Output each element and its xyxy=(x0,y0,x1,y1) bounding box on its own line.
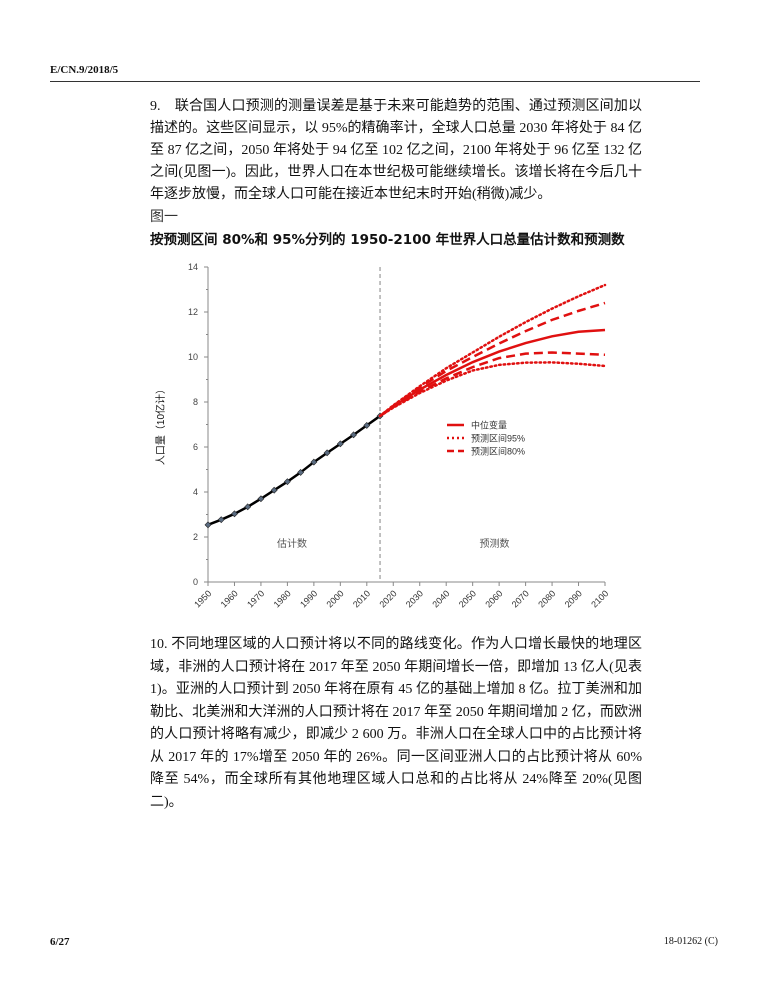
y-tick-label: 14 xyxy=(188,262,198,272)
estimate-point xyxy=(363,421,371,429)
projections-region-label: 预测数 xyxy=(480,537,510,550)
estimate-point xyxy=(257,495,265,503)
estimate-point xyxy=(350,431,357,439)
y-tick-label: 4 xyxy=(193,487,198,497)
x-tick-label: 1990 xyxy=(298,588,319,609)
y-tick-label: 8 xyxy=(193,397,198,407)
projection-line-dashed-lower xyxy=(379,351,606,417)
x-tick-label: 2080 xyxy=(536,588,557,609)
y-tick-label: 2 xyxy=(193,532,198,542)
y-axis-label: 人口量（10亿计） xyxy=(154,384,167,465)
estimates-region-label: 估计数 xyxy=(277,537,307,550)
projection-line-dotted-upper xyxy=(378,283,607,418)
estimate-point xyxy=(297,469,305,476)
estimate-point xyxy=(270,486,278,494)
estimate-point xyxy=(283,478,291,486)
x-tick-label: 2090 xyxy=(563,588,584,609)
x-tick-label: 2050 xyxy=(457,588,478,609)
x-tick-label: 1950 xyxy=(192,588,213,609)
x-tick-label: 2000 xyxy=(325,588,346,609)
estimate-point xyxy=(231,510,238,518)
x-tick-label: 2020 xyxy=(377,588,398,609)
x-tick-label: 2070 xyxy=(510,588,531,609)
x-tick-label: 2010 xyxy=(351,588,372,609)
legend-label: 预测区间80% xyxy=(471,446,525,457)
estimate-point xyxy=(323,449,331,457)
figure-label: 图一 xyxy=(150,210,178,225)
paragraph-9: 9. 联合国人口预测的测量误差是基于未来可能趋势的范围、通过预测区间加以描述的。… xyxy=(150,99,642,202)
estimate-point xyxy=(204,521,212,529)
x-tick-label: 1980 xyxy=(272,588,293,609)
estimate-point xyxy=(336,440,344,448)
estimate-point xyxy=(217,516,225,524)
y-tick-label: 12 xyxy=(188,307,198,317)
x-tick-label: 2100 xyxy=(589,588,610,609)
paragraph-10: 10. 不同地理区域的人口预计将以不同的路线变化。作为人口增长最快的地理区域，非… xyxy=(150,637,642,810)
legend-label: 预测区间95% xyxy=(471,433,525,444)
legend-label: 中位变量 xyxy=(471,420,507,431)
document-number: 18-01262 (C) xyxy=(663,936,718,947)
y-tick-label: 0 xyxy=(193,577,198,587)
estimate-point xyxy=(310,458,318,466)
x-tick-label: 1970 xyxy=(245,588,266,609)
x-tick-label: 2060 xyxy=(483,588,504,609)
projection-line-dashed-upper xyxy=(379,301,606,417)
y-tick-label: 6 xyxy=(193,442,198,452)
x-tick-label: 2040 xyxy=(430,588,451,609)
x-tick-label: 2030 xyxy=(404,588,425,609)
page-number: 6/27 xyxy=(50,936,70,948)
document-symbol: E/CN.9/2018/5 xyxy=(50,64,119,76)
y-tick-label: 10 xyxy=(188,352,198,362)
projection-line-dotted-lower xyxy=(378,361,607,418)
estimate-point xyxy=(244,503,252,511)
projection-line-solid xyxy=(379,328,606,417)
header-rule xyxy=(50,81,700,82)
x-tick-label: 1960 xyxy=(219,588,240,609)
figure-title: 按预测区间 80%和 95%分列的 1950-2100 年世界人口总量估计数和预… xyxy=(150,232,625,248)
